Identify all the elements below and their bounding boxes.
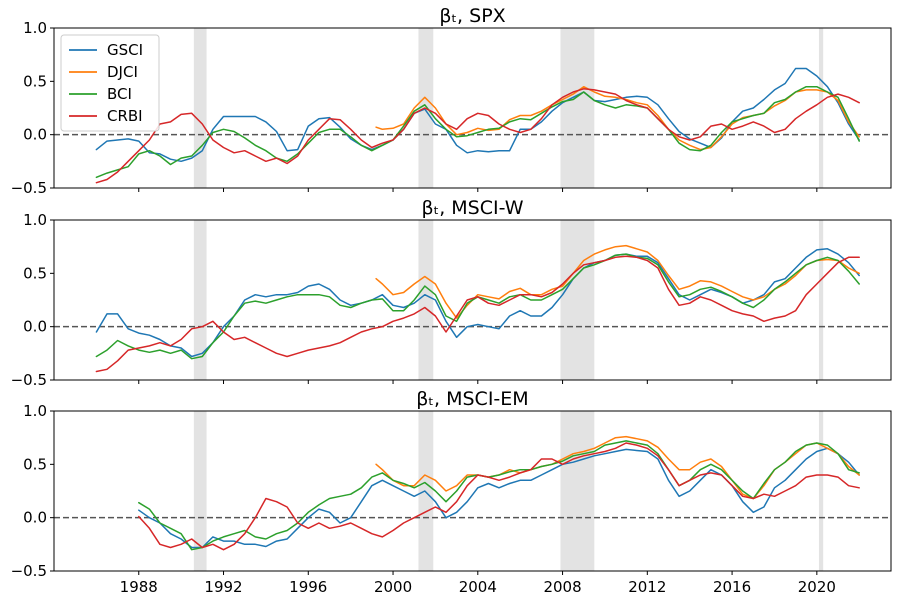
y-tick-label: 0.5	[23, 264, 47, 282]
shaded-period-1	[193, 411, 207, 571]
x-tick-label: 2004	[459, 578, 497, 596]
panel-title: βₜ, SPX	[439, 5, 505, 27]
shaded-period-1	[193, 28, 207, 188]
shaded-period-3	[560, 220, 595, 380]
shaded-period-4	[818, 28, 824, 188]
legend-label-crbi: CRBI	[107, 107, 143, 125]
shaded-period-3	[560, 28, 595, 188]
y-tick-label: 0.5	[23, 72, 47, 90]
legend: GSCI DJCI BCI CRBI	[60, 34, 160, 132]
chart-panel-2: −0.5 0.0 0.5 1.0 βₜ, MSCI-W	[11, 197, 892, 389]
series-line-djci	[375, 85, 860, 151]
series-line-bci	[95, 85, 860, 179]
series-line-crbi	[95, 88, 860, 184]
x-tick-label: 2008	[543, 578, 581, 596]
panel-title: βₜ, MSCI-EM	[416, 388, 528, 410]
y-tick-label: −0.5	[11, 371, 47, 389]
legend-box	[60, 34, 160, 132]
x-tick-label: 1992	[204, 578, 242, 596]
series-line-bci	[138, 440, 860, 551]
y-tick-label: −0.5	[11, 179, 47, 197]
y-tick-label: 0.0	[23, 318, 47, 336]
x-tick-label: 1988	[120, 578, 158, 596]
legend-label-gsci: GSCI	[107, 41, 143, 59]
shaded-period-2	[418, 220, 434, 380]
x-tick-label: 1996	[289, 578, 327, 596]
y-tick-label: 0.0	[23, 509, 47, 527]
shaded-period-4	[818, 411, 824, 571]
series-line-bci	[95, 253, 860, 360]
y-tick-label: −0.5	[11, 562, 47, 580]
chart-panel-1: −0.5 0.0 0.5 1.0 βₜ, SPX GSCI DJCI BCI CRBI	[11, 5, 892, 197]
y-tick-label: 0.5	[23, 455, 47, 473]
series-line-gsci	[138, 447, 860, 549]
series-line-gsci	[95, 67, 860, 163]
y-tick-label: 1.0	[23, 402, 47, 420]
axes-frame	[53, 410, 892, 572]
panel-title: βₜ, MSCI-W	[421, 197, 523, 219]
series-line-djci	[375, 435, 860, 500]
series-line-crbi	[138, 442, 860, 551]
x-tick-label: 2020	[798, 578, 836, 596]
shaded-period-4	[818, 220, 824, 380]
y-tick-label: 1.0	[23, 19, 47, 37]
axes-frame	[53, 219, 892, 381]
axes-frame	[53, 27, 892, 189]
shaded-period-3	[560, 411, 595, 571]
y-tick-label: 1.0	[23, 211, 47, 229]
shaded-period-2	[418, 411, 434, 571]
shaded-period-1	[193, 220, 207, 380]
legend-label-bci: BCI	[107, 85, 132, 103]
chart-panel-3: −0.5 0.0 0.5 1.0 1988 1992 1996 2000 2004 2008 201…	[11, 388, 892, 596]
x-tick-label: 2012	[628, 578, 666, 596]
x-tick-label: 2016	[713, 578, 751, 596]
series-line-crbi	[95, 255, 860, 373]
x-tick-label: 2000	[374, 578, 412, 596]
y-tick-label: 0.0	[23, 126, 47, 144]
legend-label-djci: DJCI	[107, 63, 138, 81]
series-line-gsci	[95, 248, 860, 358]
